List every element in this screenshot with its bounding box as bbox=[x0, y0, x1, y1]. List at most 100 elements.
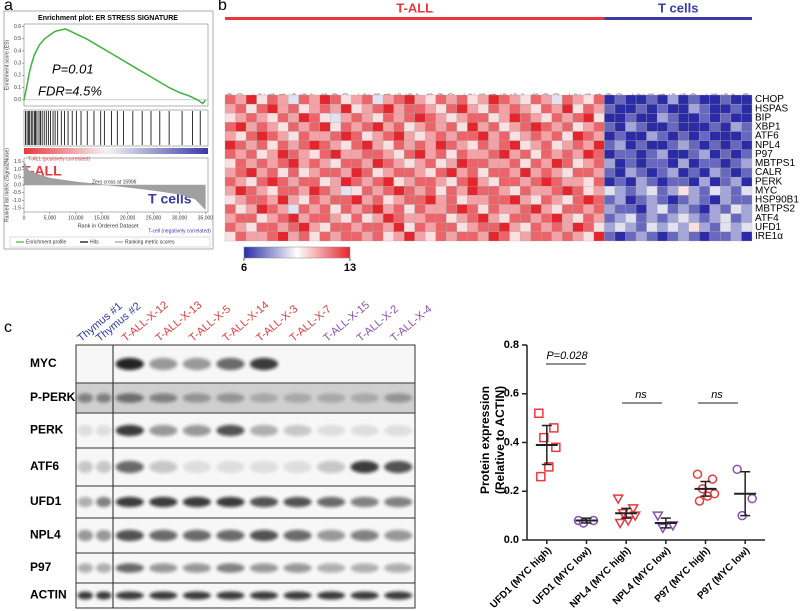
heatmap-cell bbox=[351, 186, 363, 196]
row-label: MBTPS1 bbox=[755, 158, 795, 169]
y-axis-label: Protein expression bbox=[478, 386, 492, 494]
heatmap-cell bbox=[667, 131, 679, 141]
heatmap-cell bbox=[572, 186, 584, 196]
heatmap-cell bbox=[498, 149, 510, 160]
band bbox=[283, 496, 312, 508]
heatmap-cell bbox=[730, 213, 742, 223]
heatmap-cell bbox=[646, 176, 658, 187]
band bbox=[182, 591, 211, 600]
heatmap-cell bbox=[288, 167, 299, 178]
heatmap-cell bbox=[319, 176, 331, 187]
heatmap-cell bbox=[414, 158, 426, 169]
heatmap-cell bbox=[625, 149, 637, 160]
heatmap-cell bbox=[741, 186, 753, 196]
heatmap-cell bbox=[446, 122, 458, 132]
heatmap-cell bbox=[583, 167, 595, 178]
heatmap-cell bbox=[646, 231, 658, 242]
heatmap-cell bbox=[604, 103, 616, 114]
row-label: HSP90B1 bbox=[755, 195, 799, 206]
heatmap-cell bbox=[382, 140, 394, 150]
heatmap-cell bbox=[235, 158, 247, 169]
heatmap-cell bbox=[583, 231, 595, 242]
heatmap-cell bbox=[614, 113, 626, 123]
heatmap-cell bbox=[593, 176, 605, 187]
colorbar-label: 13 bbox=[344, 262, 356, 274]
band bbox=[249, 529, 279, 542]
heatmap-cell bbox=[551, 131, 563, 141]
heatmap-cell bbox=[488, 167, 500, 178]
heatmap-cell bbox=[530, 103, 542, 114]
heatmap-cell bbox=[404, 122, 415, 132]
band bbox=[283, 563, 312, 573]
heatmap-cell bbox=[530, 94, 542, 105]
heatmap-cell bbox=[382, 158, 394, 169]
heatmap-cell bbox=[583, 195, 595, 205]
heatmap-cell bbox=[245, 176, 257, 187]
heatmap-cell bbox=[614, 186, 626, 196]
heatmap-cell bbox=[277, 103, 289, 114]
heatmap-cell bbox=[572, 131, 584, 141]
heatmap-cell bbox=[404, 204, 415, 214]
heatmap-cell bbox=[498, 122, 510, 132]
heatmap-cell bbox=[467, 186, 479, 196]
heatmap-cell bbox=[414, 231, 426, 242]
heatmap-cell bbox=[625, 94, 637, 105]
heatmap-cell bbox=[267, 122, 278, 132]
heatmap-cell bbox=[414, 176, 426, 187]
heatmap-cell bbox=[245, 149, 257, 160]
heatmap-cell bbox=[245, 195, 257, 205]
band bbox=[77, 393, 94, 403]
heatmap-cell bbox=[435, 131, 447, 141]
heatmap-cell bbox=[519, 213, 531, 223]
y-tick-label: 0.4 bbox=[504, 436, 520, 448]
heatmap-cell bbox=[741, 158, 753, 169]
heatmap-cell bbox=[699, 131, 710, 141]
heatmap-cell bbox=[372, 113, 384, 123]
heatmap-cell bbox=[267, 140, 278, 150]
heatmap-cell bbox=[614, 222, 626, 233]
heatmap-cell bbox=[309, 158, 321, 169]
heatmap-cell bbox=[256, 167, 268, 178]
point bbox=[707, 474, 718, 484]
heatmap-cell bbox=[572, 167, 584, 178]
heatmap-cell bbox=[456, 186, 468, 196]
heatmap-cell bbox=[477, 195, 489, 205]
heatmap-cell bbox=[646, 186, 658, 196]
heatmap-cell bbox=[235, 231, 247, 242]
heatmap-cell bbox=[604, 140, 616, 150]
heatmap-cell bbox=[361, 167, 373, 178]
heatmap-cell bbox=[330, 122, 342, 132]
heatmap-cell bbox=[288, 176, 299, 187]
heatmap-cell bbox=[562, 113, 573, 123]
row-label: PERK bbox=[755, 176, 783, 187]
heatmap-cell bbox=[720, 222, 732, 233]
heatmap-cell bbox=[425, 213, 436, 223]
heatmap-cell bbox=[509, 167, 521, 178]
y-tick-label: 0.3 bbox=[14, 60, 21, 66]
heatmap-cell bbox=[730, 167, 742, 178]
heatmap-cell bbox=[256, 195, 268, 205]
heatmap-cell bbox=[456, 231, 468, 242]
heatmap-cell bbox=[351, 176, 363, 187]
heatmap-cell bbox=[393, 204, 405, 214]
heatmap-cell bbox=[699, 158, 710, 169]
heatmap-cell bbox=[646, 103, 658, 114]
heatmap-cell bbox=[688, 176, 700, 187]
heatmap-cell bbox=[446, 167, 458, 178]
heatmap-cell bbox=[614, 176, 626, 187]
heatmap-cell bbox=[309, 122, 321, 132]
row-label: XBP1 bbox=[755, 122, 781, 133]
heatmap-cell bbox=[688, 186, 700, 196]
heatmap-cell bbox=[604, 195, 616, 205]
heatmap-cell bbox=[488, 222, 500, 233]
y-tick-label: 0.4 bbox=[14, 48, 21, 54]
heatmap-cell bbox=[224, 186, 236, 196]
legend-label: Ranking metric scores bbox=[125, 239, 175, 245]
heatmap-cell bbox=[646, 94, 658, 105]
row-label: MYC bbox=[755, 185, 777, 196]
heatmap-cell bbox=[656, 204, 668, 214]
heatmap-cell bbox=[330, 195, 342, 205]
heatmap-cell bbox=[720, 195, 732, 205]
heatmap-cell bbox=[319, 213, 331, 223]
heatmap-cell bbox=[562, 149, 573, 160]
